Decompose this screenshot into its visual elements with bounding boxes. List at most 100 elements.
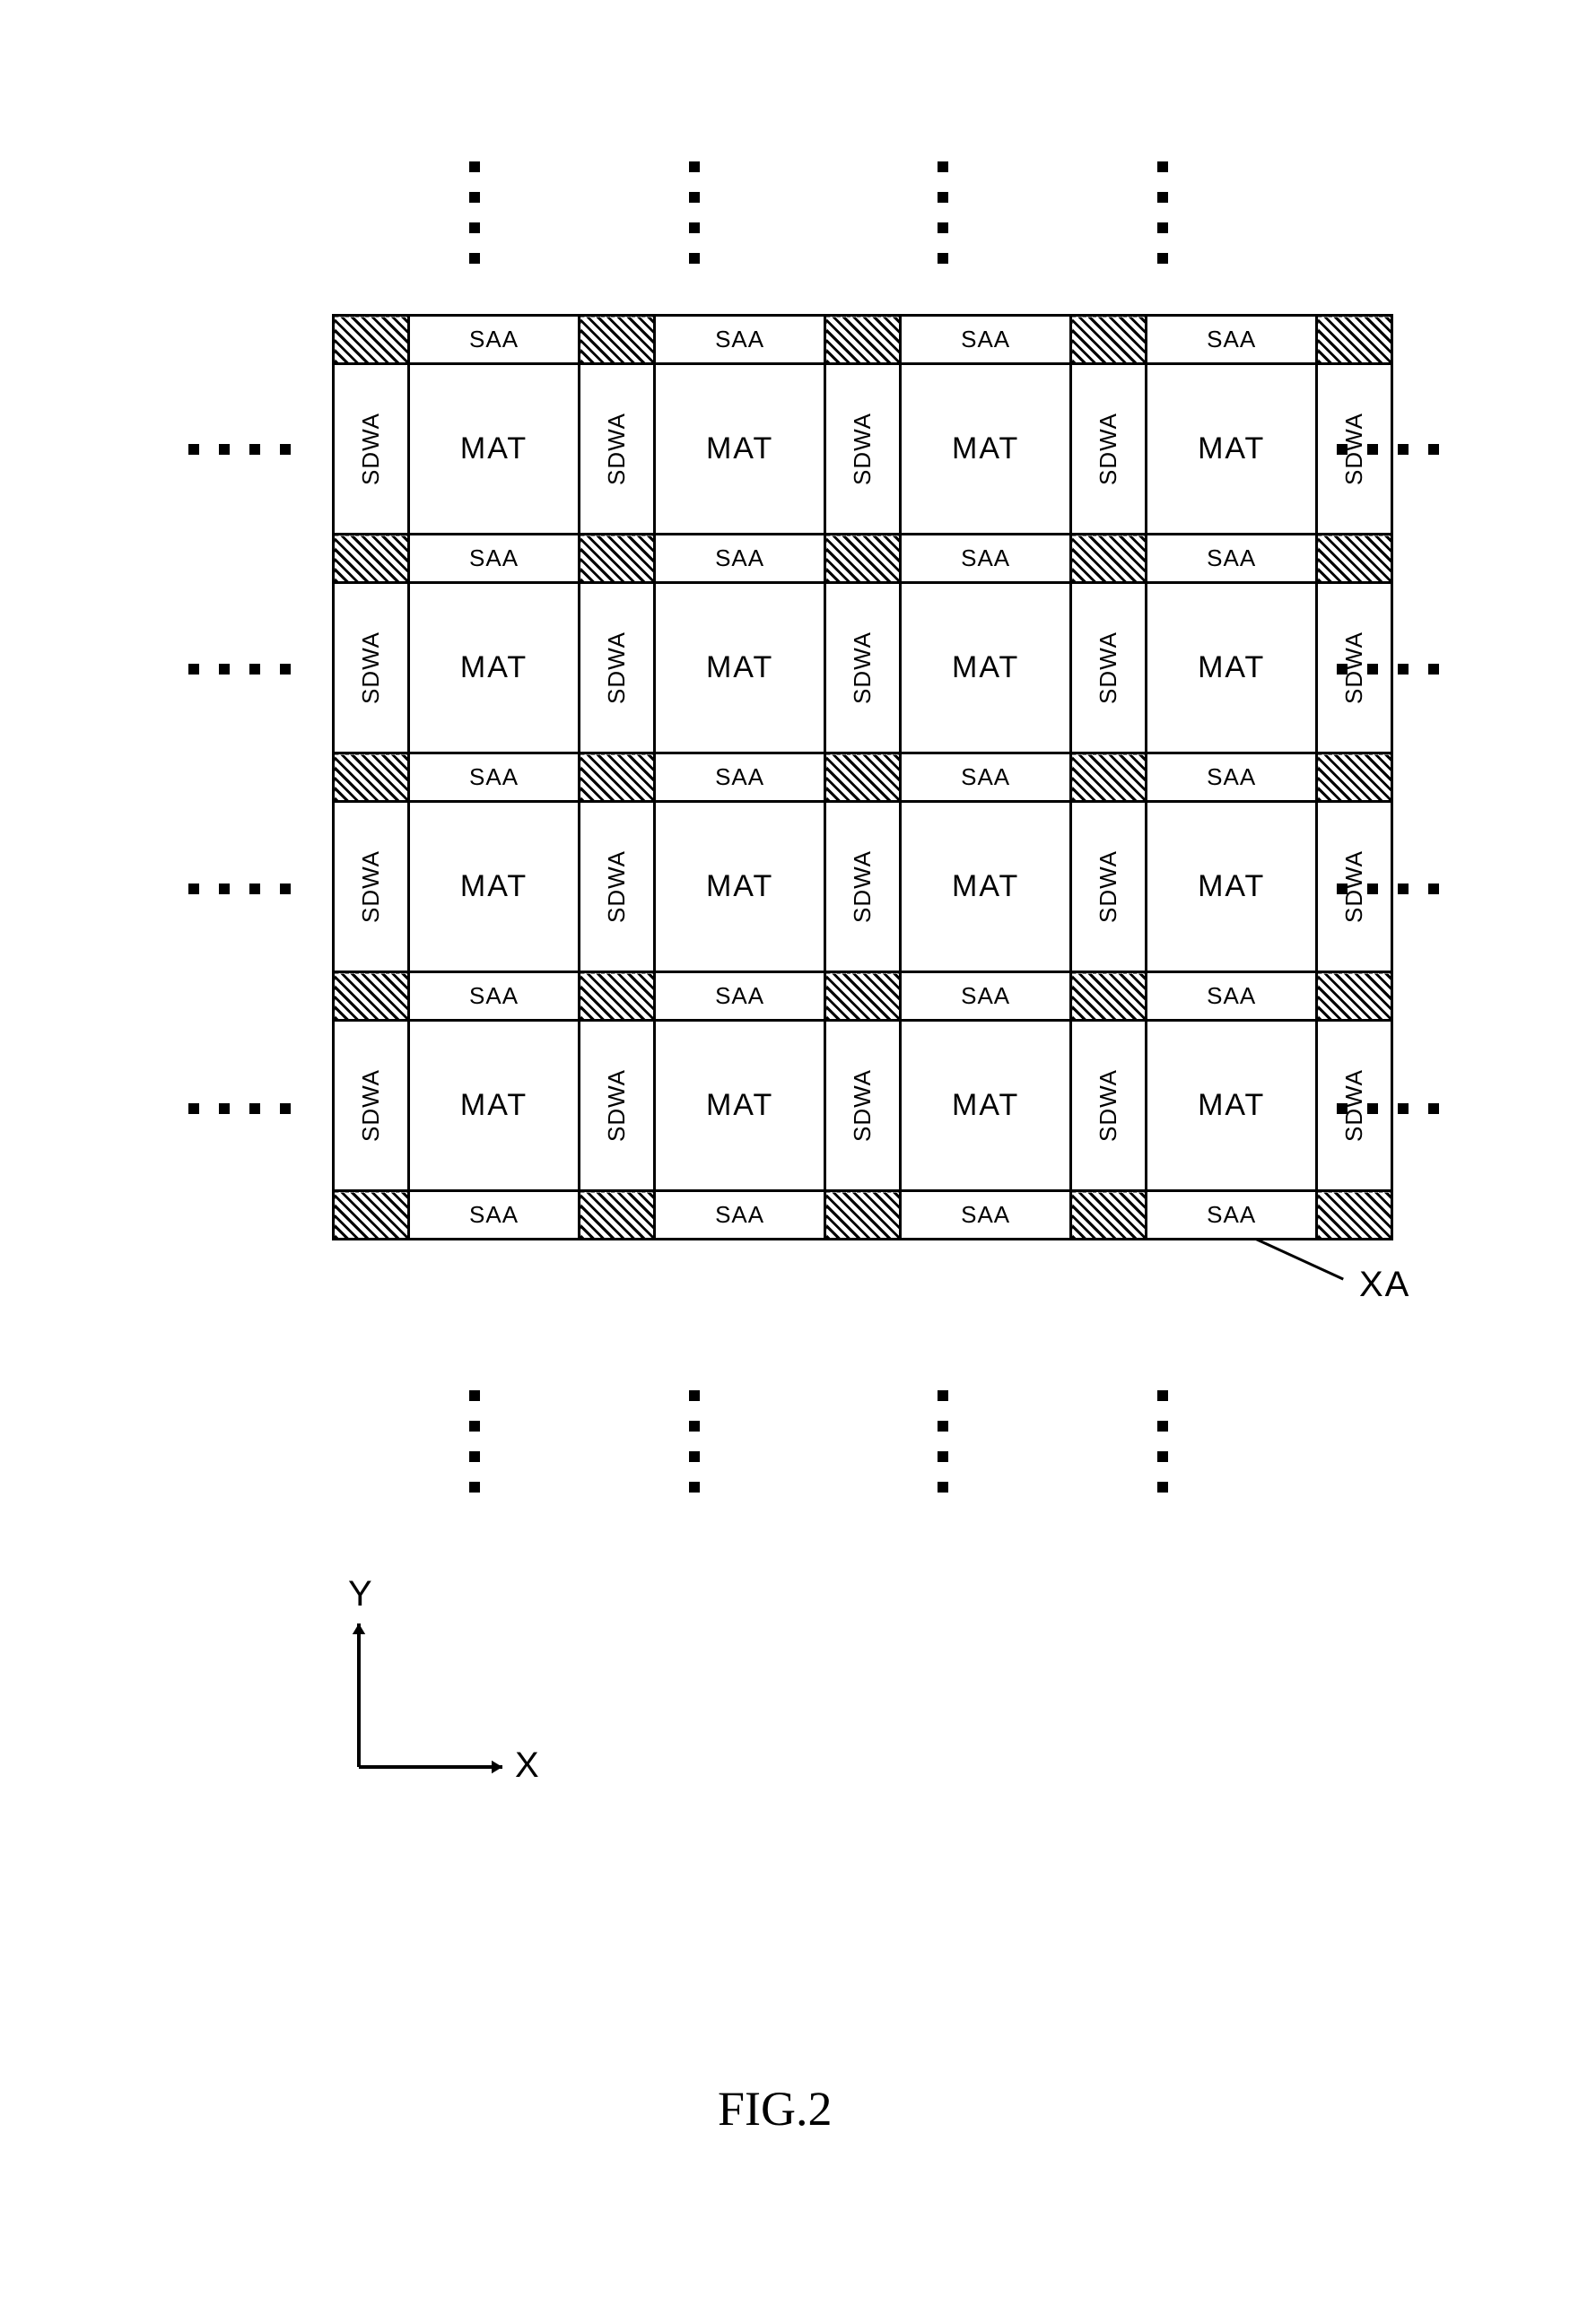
sdwa-cell: SDWA (825, 364, 901, 535)
cross-area-cell (825, 316, 901, 364)
dot (1157, 253, 1168, 264)
mat-cell: MAT (901, 802, 1071, 972)
saa-cell: SAA (655, 972, 825, 1021)
dot (1157, 192, 1168, 203)
ellipsis-dots (469, 1390, 480, 1493)
dot (938, 1421, 948, 1432)
sdwa-cell: SDWA (334, 364, 409, 535)
ellipsis-dots (1337, 444, 1439, 455)
dot (1337, 664, 1348, 675)
dot (689, 253, 700, 264)
dot (188, 1103, 199, 1114)
saa-cell: SAA (409, 972, 580, 1021)
dot (1157, 1451, 1168, 1462)
dot (469, 192, 480, 203)
saa-cell: SAA (1147, 535, 1317, 583)
dot (1157, 1482, 1168, 1493)
dot (1428, 1103, 1439, 1114)
mat-cell: MAT (655, 802, 825, 972)
dot (249, 1103, 260, 1114)
saa-cell: SAA (1147, 972, 1317, 1021)
dot (938, 253, 948, 264)
cross-area-cell (1317, 316, 1392, 364)
saa-cell: SAA (1147, 1191, 1317, 1240)
dot (1367, 883, 1378, 894)
saa-cell: SAA (409, 753, 580, 802)
sdwa-cell: SDWA (1071, 583, 1147, 753)
dot (469, 222, 480, 233)
mat-cell: MAT (655, 583, 825, 753)
dot (280, 444, 291, 455)
cross-area-cell (1317, 972, 1392, 1021)
mat-cell: MAT (655, 364, 825, 535)
saa-cell: SAA (901, 972, 1071, 1021)
xa-leader-line (1255, 1238, 1344, 1280)
cross-area-cell (1071, 753, 1147, 802)
dot (188, 444, 199, 455)
dot (938, 1451, 948, 1462)
dot (1398, 1103, 1409, 1114)
saa-cell: SAA (1147, 753, 1317, 802)
dot (1157, 1421, 1168, 1432)
cross-area-cell (1071, 972, 1147, 1021)
dot (249, 883, 260, 894)
dot (469, 161, 480, 172)
dot (689, 1421, 700, 1432)
figure-caption: FIG.2 (718, 2081, 833, 2137)
mat-cell: MAT (1147, 364, 1317, 535)
ellipsis-dots (1337, 883, 1439, 894)
sdwa-cell: SDWA (1071, 364, 1147, 535)
saa-cell: SAA (901, 753, 1071, 802)
sdwa-cell: SDWA (825, 1021, 901, 1191)
cross-area-cell (580, 316, 655, 364)
dot (1398, 664, 1409, 675)
cross-area-cell (334, 972, 409, 1021)
axis-y-label: Y (348, 1574, 372, 1615)
dot (938, 192, 948, 203)
ellipsis-dots (689, 1390, 700, 1493)
sdwa-cell: SDWA (334, 1021, 409, 1191)
dot (249, 664, 260, 675)
dot (938, 1482, 948, 1493)
cross-area-cell (825, 753, 901, 802)
mat-cell: MAT (655, 1021, 825, 1191)
dot (689, 222, 700, 233)
dot (188, 883, 199, 894)
dot (938, 1390, 948, 1401)
dot (1157, 222, 1168, 233)
dot (219, 1103, 230, 1114)
dot (219, 664, 230, 675)
saa-cell: SAA (655, 535, 825, 583)
cross-area-cell (825, 535, 901, 583)
memory-grid: SAASAASAASAASDWAMATSDWAMATSDWAMATSDWAMAT… (332, 314, 1393, 1240)
dot (1337, 444, 1348, 455)
cross-area-cell (580, 753, 655, 802)
sdwa-cell: SDWA (825, 583, 901, 753)
mat-cell: MAT (409, 802, 580, 972)
cross-area-cell (334, 1191, 409, 1240)
dot (938, 222, 948, 233)
dot (1398, 444, 1409, 455)
dot (1428, 664, 1439, 675)
ellipsis-dots (188, 883, 291, 894)
mat-cell: MAT (901, 583, 1071, 753)
saa-cell: SAA (409, 535, 580, 583)
ellipsis-dots (1157, 161, 1168, 264)
dot (689, 161, 700, 172)
cross-area-cell (334, 316, 409, 364)
dot (1337, 883, 1348, 894)
saa-cell: SAA (655, 753, 825, 802)
cross-area-cell (1071, 535, 1147, 583)
cross-area-cell (1071, 316, 1147, 364)
ellipsis-dots (188, 664, 291, 675)
ellipsis-dots (188, 444, 291, 455)
sdwa-cell: SDWA (580, 1021, 655, 1191)
dot (689, 1482, 700, 1493)
saa-cell: SAA (409, 1191, 580, 1240)
ellipsis-dots (469, 161, 480, 264)
cross-area-cell (334, 535, 409, 583)
sdwa-cell: SDWA (580, 364, 655, 535)
saa-cell: SAA (901, 316, 1071, 364)
dot (280, 883, 291, 894)
sdwa-cell: SDWA (334, 583, 409, 753)
